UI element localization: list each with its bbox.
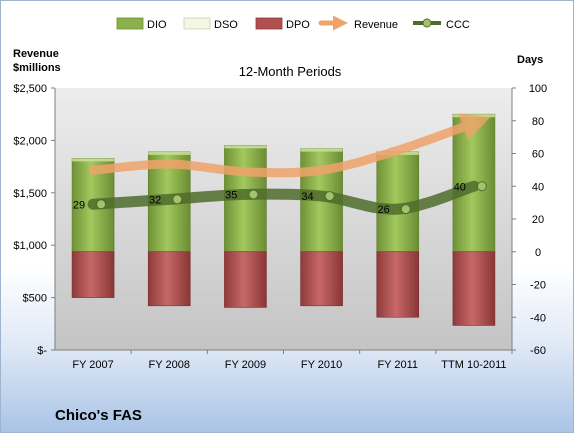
y-right-tick-label: 40 (532, 181, 544, 193)
y-right-tick-label: 0 (535, 247, 541, 259)
chart-subtitle: 12-Month Periods (239, 64, 342, 79)
plot-area (55, 88, 512, 350)
ccc-point (96, 199, 107, 210)
ccc-point (248, 189, 259, 200)
x-tick-label: TTM 10-2011 (441, 359, 506, 371)
y-left-tick-label: $2,000 (13, 135, 47, 147)
y-right-title: Days (517, 54, 543, 66)
line-layer (87, 113, 491, 215)
y-right-tick-label: -20 (530, 280, 546, 292)
x-tick-label: FY 2009 (225, 359, 266, 371)
x-tick-label: FY 2011 (377, 359, 418, 371)
bar-dio-cap (224, 145, 267, 149)
ccc-data-label: 26 (378, 204, 390, 216)
ccc-data-label: 34 (301, 191, 313, 203)
legend-label-dio: DIO (147, 19, 167, 31)
y-right-tick-label: 20 (532, 214, 544, 226)
bar-dio-cap (72, 158, 115, 162)
ccc-data-label: 35 (225, 189, 237, 201)
y-left-tick-label: $500 (23, 293, 47, 305)
x-tick-label: FY 2008 (149, 359, 190, 371)
ccc-point (400, 204, 411, 215)
legend-swatch-dio (116, 17, 144, 30)
revenue-line (88, 113, 491, 178)
y-right-tick-label: -60 (530, 345, 546, 357)
x-tick-label: FY 2010 (301, 359, 342, 371)
y-right-tick-label: -40 (530, 312, 546, 324)
bar-dio-cap (148, 151, 191, 155)
company-name: Chico's FAS (55, 407, 142, 424)
legend-swatch-dso (183, 17, 211, 30)
y-right-tick-label: 80 (532, 116, 544, 128)
y-left-tick-label: $- (37, 345, 47, 357)
bar-dpo (147, 251, 191, 307)
bar-dpo (71, 251, 115, 298)
bar-dpo (376, 251, 420, 318)
ccc-data-label: 29 (73, 199, 85, 211)
legend-label-dpo: DPO (286, 19, 310, 31)
ccc-point (172, 194, 183, 205)
legend-label-revenue: Revenue (354, 19, 398, 31)
ccc-data-label: 40 (454, 181, 466, 193)
label-layer: 29 32 35 34 26 40 (73, 181, 466, 216)
ccc-point (324, 191, 335, 202)
bar-dio-cap (452, 114, 495, 118)
legend-swatch-dpo (255, 17, 283, 30)
y-left-tick-label: $2,500 (13, 83, 47, 95)
y-left-tick-label: $1,500 (13, 188, 47, 200)
y-right-tick-label: 60 (532, 149, 544, 161)
legend-swatch-ccc-marker (422, 18, 432, 28)
bar-dpo (224, 251, 267, 308)
y-left-tick-label: $1,000 (13, 240, 47, 252)
bar-dio-cap (300, 148, 343, 152)
ccc-point (476, 181, 487, 192)
y-left-title-line2: $millions (13, 62, 61, 74)
y-right-tick-label: 100 (529, 83, 547, 95)
ccc-data-label: 32 (149, 194, 161, 206)
legend-label-ccc: CCC (446, 19, 470, 31)
bar-dpo (452, 251, 496, 326)
legend-label-dso: DSO (214, 19, 238, 31)
tick-layer: $- $500 $1,000 $1,500 $2,000 $2,500 -60 -40 -20 0… (13, 83, 547, 371)
bar-dpo (300, 251, 343, 307)
y-left-title-line1: Revenue (13, 48, 59, 60)
x-tick-label: FY 2007 (72, 359, 113, 371)
legend: DIO DSO DPO Revenue CCC (116, 15, 470, 31)
